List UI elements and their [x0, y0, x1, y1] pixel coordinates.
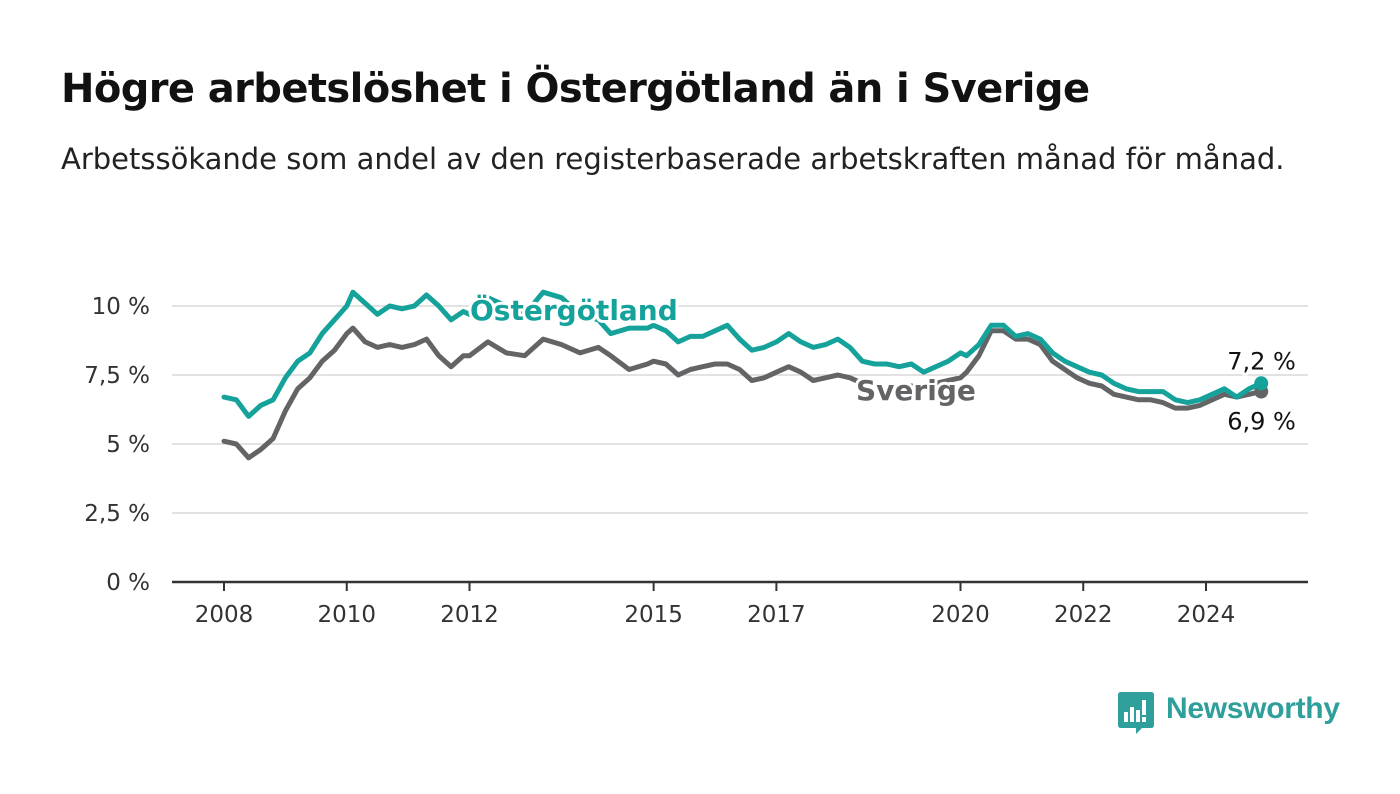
brand-name: Newsworthy — [1166, 692, 1340, 725]
y-tick-label: 10 % — [92, 294, 150, 320]
y-tick-label: 2,5 % — [84, 501, 150, 527]
series-line-ostergotland — [221, 289, 1264, 419]
x-tick-label: 2010 — [317, 602, 376, 628]
series-line-sverige — [221, 325, 1264, 461]
series-labels: Östergötland Sverige 7,2 % 6,9 % — [467, 290, 1299, 439]
x-tick-label: 2022 — [1054, 602, 1113, 628]
x-tick-label: 2020 — [931, 602, 990, 628]
series-label-ostergotland: Östergötland — [470, 293, 678, 327]
chart-title: Högre arbetslöshet i Östergötland än i S… — [61, 66, 1090, 112]
x-axis-ticks: 2008 2010 2012 2015 2017 2020 2022 2024 — [195, 582, 1236, 628]
grid-lines — [172, 305, 1308, 584]
series-label-sverige: Sverige — [856, 374, 976, 407]
chart-subtitle: Arbetssökande som andel av den registerb… — [61, 142, 1285, 176]
x-tick-label: 2008 — [195, 602, 254, 628]
x-tick-label: 2017 — [747, 602, 806, 628]
series-lines — [221, 289, 1269, 461]
x-tick-label: 2015 — [624, 602, 683, 628]
newsworthy-logo: Newsworthy — [1118, 690, 1358, 738]
y-axis-ticks: 0 % 2,5 % 5 % 7,5 % 10 % — [84, 294, 150, 596]
y-tick-label: 0 % — [106, 570, 150, 596]
end-value-label-sverige: 6,9 % — [1227, 408, 1296, 436]
series-end-point-ostergotland — [1254, 376, 1269, 391]
x-tick-label: 2024 — [1177, 602, 1236, 628]
x-tick-label: 2012 — [440, 602, 499, 628]
y-tick-label: 5 % — [106, 432, 150, 458]
end-value-label-ostergotland: 7,2 % — [1227, 347, 1296, 375]
bar-chart-speech-bubble-icon — [1118, 692, 1154, 734]
y-tick-label: 7,5 % — [84, 363, 150, 389]
